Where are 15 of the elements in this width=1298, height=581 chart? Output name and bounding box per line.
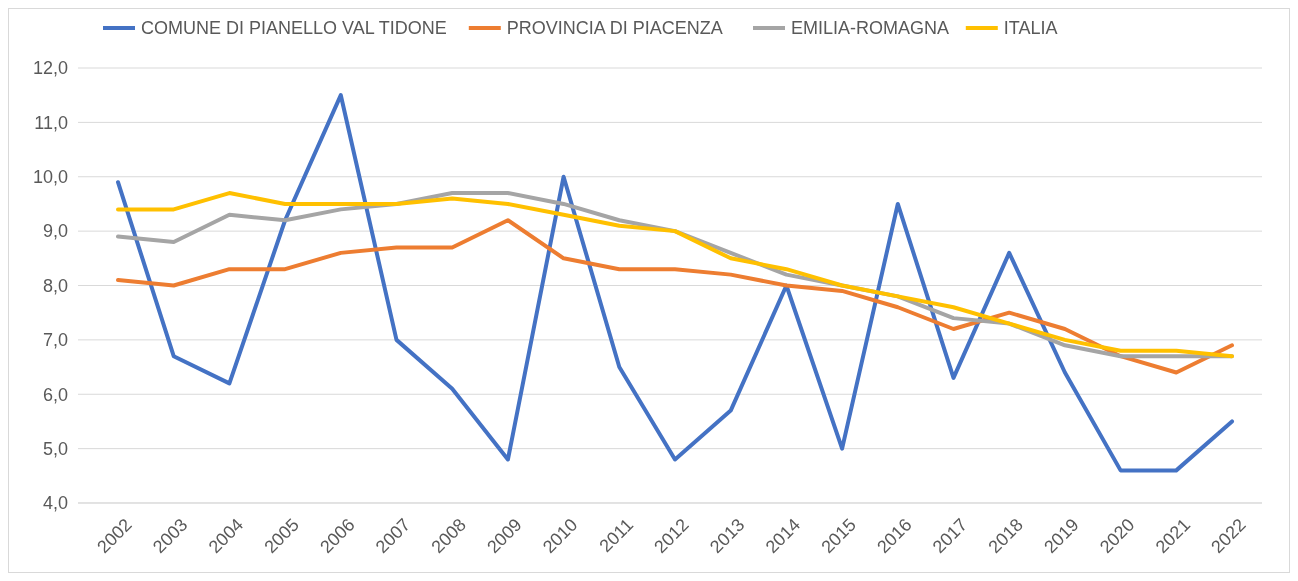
legend-label: COMUNE DI PIANELLO VAL TIDONE <box>141 18 447 39</box>
y-tick-label: 10,0 <box>32 167 68 188</box>
legend-label: PROVINCIA DI PIACENZA <box>506 18 723 39</box>
line-series <box>116 218 1234 375</box>
y-tick-label: 6,0 <box>42 384 68 405</box>
y-tick-label: 5,0 <box>42 438 68 459</box>
line-series <box>116 93 1234 473</box>
y-tick-label: 8,0 <box>42 275 68 296</box>
y-tick-label: 11,0 <box>34 112 68 133</box>
y-tick-label: 9,0 <box>42 221 68 242</box>
legend-label: EMILIA-ROMAGNA <box>791 18 950 39</box>
y-tick-label: 4,0 <box>42 493 68 514</box>
y-tick-label: 12,0 <box>32 58 68 79</box>
y-tick-label: 7,0 <box>42 330 68 351</box>
legend-label: ITALIA <box>1003 18 1058 39</box>
